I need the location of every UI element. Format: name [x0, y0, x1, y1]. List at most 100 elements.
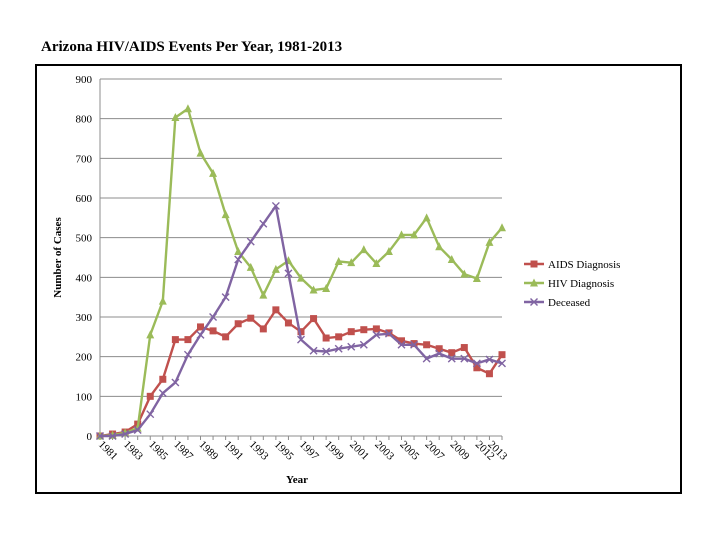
data-point-aids-diagnosis: [234, 320, 242, 328]
y-tick-label: 800: [76, 114, 93, 126]
data-point-hiv-diagnosis: [460, 269, 469, 278]
x-tick-label: 1991: [222, 439, 246, 463]
x-tick-label: 2009: [448, 439, 472, 463]
y-tick-label: 100: [76, 391, 93, 403]
x-tick-label: 1993: [247, 439, 271, 463]
x-tick-label: 2007: [423, 439, 447, 463]
data-point-aids-diagnosis: [322, 334, 330, 342]
data-point-hiv-diagnosis: [146, 330, 155, 339]
data-point-deceased: [447, 354, 456, 363]
y-tick-label: 700: [76, 153, 93, 165]
data-point-deceased: [221, 293, 230, 302]
x-tick-label: 1989: [196, 439, 220, 463]
data-point-hiv-diagnosis: [397, 230, 406, 239]
x-axis-title: Year: [286, 474, 308, 486]
data-point-deceased: [422, 354, 431, 363]
data-point-deceased: [397, 340, 406, 349]
data-point-deceased: [322, 347, 331, 356]
data-point-aids-diagnosis: [485, 370, 493, 378]
data-point-hiv-diagnosis: [447, 254, 456, 263]
y-tick-label: 200: [76, 352, 93, 364]
data-point-deceased: [334, 344, 343, 353]
x-tick-label: 2005: [397, 439, 421, 463]
data-point-deceased: [196, 330, 205, 339]
data-point-aids-diagnosis: [460, 344, 468, 352]
x-tick-label: 1985: [146, 439, 170, 463]
data-point-hiv-diagnosis: [271, 264, 280, 273]
legend-marker-aids-diagnosis: [530, 260, 538, 268]
data-point-hiv-diagnosis: [234, 247, 243, 256]
data-point-hiv-diagnosis: [334, 256, 343, 265]
data-point-hiv-diagnosis: [498, 223, 506, 232]
data-point-hiv-diagnosis: [171, 112, 180, 121]
x-tick-label: 1995: [272, 439, 296, 463]
data-point-aids-diagnosis: [284, 319, 292, 327]
data-point-aids-diagnosis: [473, 364, 481, 372]
data-point-hiv-diagnosis: [384, 247, 393, 256]
data-point-deceased: [108, 432, 117, 440]
data-point-hiv-diagnosis: [259, 290, 268, 299]
legend-label-aids-diagnosis: AIDS Diagnosis: [548, 259, 620, 271]
data-point-deceased: [121, 430, 130, 439]
x-tick-label: 1997: [297, 439, 321, 463]
data-point-aids-diagnosis: [197, 323, 204, 331]
data-point-hiv-diagnosis: [196, 148, 205, 157]
data-point-aids-diagnosis: [222, 333, 230, 341]
data-point-deceased: [183, 350, 192, 359]
y-tick-label: 400: [76, 272, 93, 284]
data-point-aids-diagnosis: [171, 336, 179, 344]
data-point-aids-diagnosis: [360, 326, 368, 334]
x-tick-label: 2001: [347, 439, 371, 463]
data-point-deceased: [284, 269, 293, 278]
data-point-deceased: [435, 349, 444, 358]
data-point-aids-diagnosis: [498, 351, 506, 359]
y-axis-title: Number of Cases: [52, 217, 64, 298]
data-point-deceased: [234, 255, 243, 264]
data-point-hiv-diagnosis: [435, 242, 444, 251]
data-point-deceased: [460, 354, 469, 363]
x-tick-label: 1983: [121, 439, 145, 463]
data-point-hiv-diagnosis: [472, 274, 481, 283]
data-point-aids-diagnosis: [398, 337, 405, 345]
data-point-aids-diagnosis: [184, 336, 192, 344]
data-point-deceased: [359, 340, 368, 349]
legend-marker-deceased: [530, 298, 538, 306]
data-point-hiv-diagnosis: [297, 273, 305, 282]
data-point-aids-diagnosis: [335, 333, 343, 341]
data-point-aids-diagnosis: [247, 314, 255, 322]
data-point-hiv-diagnosis: [372, 258, 381, 267]
data-point-hiv-diagnosis: [347, 258, 356, 267]
data-point-hiv-diagnosis: [485, 237, 494, 246]
data-point-hiv-diagnosis: [183, 104, 192, 113]
data-point-deceased: [171, 378, 180, 387]
data-point-deceased: [271, 201, 280, 210]
data-point-aids-diagnosis: [435, 345, 443, 353]
data-point-aids-diagnosis: [423, 341, 431, 349]
data-point-aids-diagnosis: [159, 375, 167, 383]
data-point-aids-diagnosis: [297, 328, 305, 336]
data-point-deceased: [133, 426, 142, 435]
data-point-hiv-diagnosis: [422, 213, 431, 222]
data-point-hiv-diagnosis: [209, 168, 218, 177]
data-point-aids-diagnosis: [272, 306, 280, 314]
data-point-deceased: [297, 335, 305, 344]
x-tick-label: 1981: [96, 439, 120, 463]
y-tick-label: 300: [76, 312, 93, 324]
data-point-aids-diagnosis: [448, 349, 456, 357]
data-point-aids-diagnosis: [209, 327, 217, 335]
data-point-hiv-diagnosis: [322, 283, 331, 292]
line-chart: 0 100 200 300 400 500 600 700 800 900 1981 1983 1985…: [52, 74, 620, 486]
y-tick-label: 500: [76, 233, 93, 245]
legend-label-deceased: Deceased: [548, 297, 591, 309]
data-point-deceased: [209, 313, 218, 321]
data-point-deceased: [472, 359, 481, 368]
data-point-deceased: [347, 342, 356, 351]
data-point-aids-diagnosis: [372, 325, 380, 333]
x-tick-label: 2003: [372, 439, 396, 463]
data-point-hiv-diagnosis: [158, 296, 167, 305]
chart-frame: 0 100 200 300 400 500 600 700 800 900 1981 1983 1985…: [35, 64, 682, 494]
data-point-deceased: [96, 432, 104, 440]
data-point-deceased: [146, 410, 155, 419]
data-point-aids-diagnosis: [259, 325, 267, 333]
data-point-deceased: [410, 340, 419, 349]
